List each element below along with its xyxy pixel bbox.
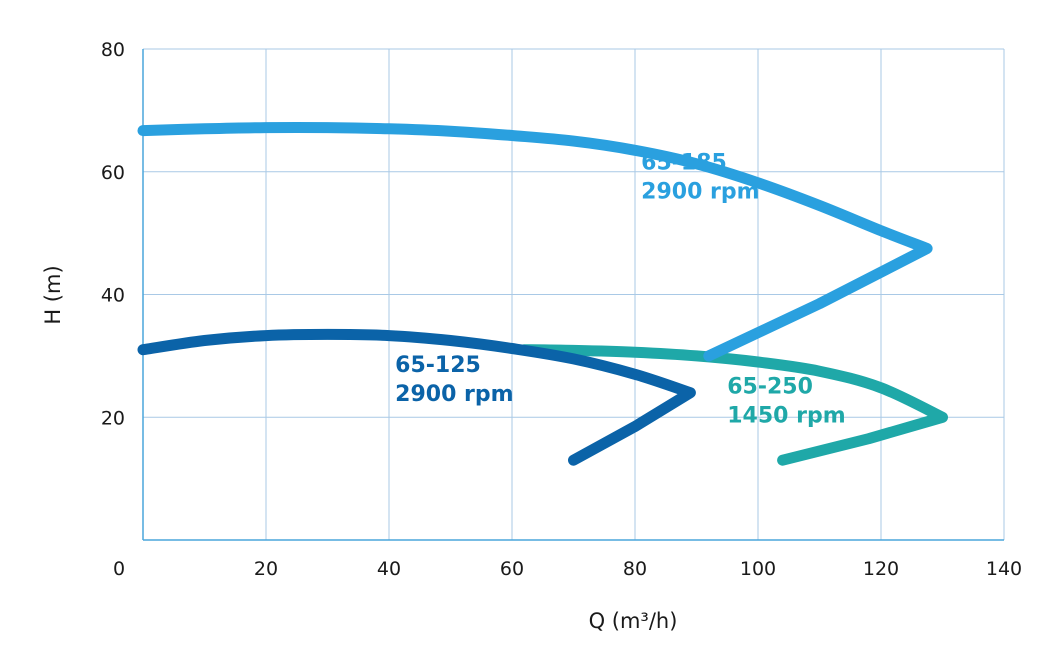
y-tick-labels: 20 40 60 80: [101, 39, 125, 429]
y-axis-label: H (m): [41, 265, 65, 324]
y-tick-label: 60: [101, 162, 125, 184]
y-tick-label: 20: [101, 407, 125, 429]
x-tick-label: 140: [986, 558, 1022, 580]
series-curve-65-125: [137, 328, 696, 466]
y-tick-label: 80: [101, 39, 125, 61]
x-tick-label: 20: [254, 558, 278, 580]
x-tick-label: 100: [740, 558, 776, 580]
series-label-name: 65-125: [395, 353, 481, 378]
x-tick-label: 40: [377, 558, 401, 580]
series-label-speed: 2900 rpm: [395, 382, 513, 407]
series-label-name: 65-250: [727, 374, 813, 399]
x-tick-labels: 0 20 40 60 80 100 120 140: [113, 558, 1022, 580]
series-label-name: 65-185: [641, 150, 727, 175]
series-curve-65-250: [518, 344, 948, 466]
series-label-speed: 1450 rpm: [727, 403, 845, 428]
series-label-speed: 2900 rpm: [641, 179, 759, 204]
x-axis-label: Q (m³/h): [589, 609, 678, 633]
x-tick-label: 60: [500, 558, 524, 580]
x-tick-label: 120: [863, 558, 899, 580]
series-curves: [137, 121, 948, 466]
x-tick-label: 80: [623, 558, 647, 580]
x-tick-label: 0: [113, 558, 125, 580]
y-tick-label: 40: [101, 285, 125, 307]
series-labels: 65-185 2900 rpm 65-125 2900 rpm 65-250 1450 r…: [395, 150, 846, 428]
series-curve-65-185: [137, 121, 933, 362]
